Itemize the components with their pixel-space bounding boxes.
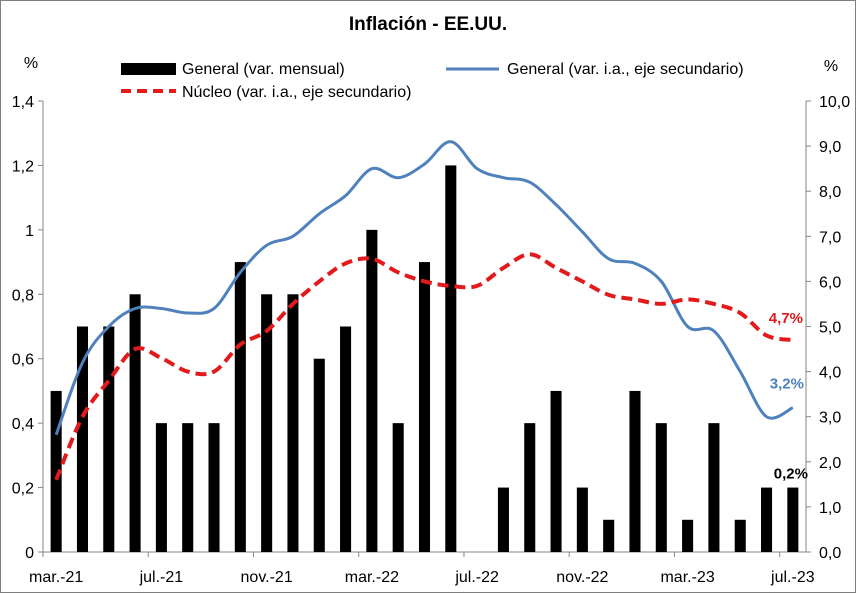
chart-title: Inflación - EE.UU.: [349, 14, 507, 35]
bar-general-mensual: [155, 423, 167, 552]
bar-general-mensual: [682, 519, 694, 552]
right-tick-label: 1,0: [819, 500, 841, 517]
bar-general-mensual: [629, 390, 641, 552]
left-tick-label: 1: [25, 223, 34, 240]
bar-general-mensual: [208, 423, 220, 552]
data-labels: 0,2% 3,2% 4,7%: [769, 310, 808, 483]
bar-general-mensual: [550, 390, 562, 552]
left-tick-label: 0: [25, 545, 34, 562]
bar-general-mensual: [708, 423, 720, 552]
right-tick-label: 3,0: [819, 410, 841, 427]
left-tick-label: 0,6: [12, 352, 34, 369]
x-tick-label: mar.-22: [345, 569, 399, 586]
left-tick-label: 0,2: [12, 481, 34, 498]
x-tick-label: jul.-22: [454, 569, 499, 586]
right-axis-unit: %: [824, 58, 838, 75]
legend-swatch-bar: [121, 63, 176, 75]
left-tick-label: 1,4: [12, 94, 34, 111]
right-tick-label: 2,0: [819, 455, 841, 472]
right-tick-label: 0,0: [819, 545, 841, 562]
line-series: [54, 140, 794, 481]
x-tick-label: mar.-21: [29, 569, 83, 586]
right-tick-label: 10,0: [819, 94, 850, 111]
legend: General (var. mensual) General (var. i.a…: [121, 61, 744, 101]
bar-general-mensual: [418, 262, 431, 552]
bar-general-mensual: [524, 423, 536, 552]
data-label-nucleo: 4,7%: [769, 310, 803, 327]
bar-general-mensual: [603, 519, 615, 552]
bar-general-mensual: [497, 487, 509, 552]
left-tick-label: 1,2: [12, 158, 34, 175]
bar-general-mensual: [129, 294, 141, 552]
left-axis-unit: %: [24, 55, 38, 72]
data-label-general-mensual: 0,2%: [774, 466, 808, 483]
bar-general-mensual: [234, 262, 246, 552]
bar-general-mensual: [734, 519, 746, 552]
bar-general-mensual: [182, 423, 194, 552]
x-tick-label: jul.-21: [139, 569, 184, 586]
right-tick-label: 8,0: [819, 184, 841, 201]
bar-general-mensual: [340, 326, 352, 552]
bar-general-mensual: [366, 229, 378, 552]
x-tick-label: nov.-22: [556, 569, 608, 586]
bar-general-mensual: [761, 487, 773, 552]
x-tick-label: nov.-21: [241, 569, 293, 586]
bar-general-mensual: [787, 487, 799, 552]
right-tick-label: 6,0: [819, 274, 841, 291]
x-tick-label: jul.-23: [770, 569, 815, 586]
bar-general-mensual: [261, 294, 273, 552]
bar-series: [50, 165, 799, 552]
bar-general-mensual: [50, 390, 62, 552]
bar-general-mensual: [576, 487, 588, 552]
right-tick-label: 7,0: [819, 229, 841, 246]
right-tick-label: 9,0: [819, 139, 841, 156]
x-tick-label: mar.-23: [660, 569, 714, 586]
bar-general-mensual: [392, 423, 404, 552]
bar-general-mensual: [103, 326, 115, 552]
bar-general-mensual: [313, 358, 325, 552]
legend-label-nucleo: Núcleo (var. i.a., eje secundario): [182, 84, 411, 101]
bar-general-mensual: [76, 326, 88, 552]
bar-general-mensual: [287, 294, 299, 552]
left-tick-label: 0,4: [12, 416, 34, 433]
data-label-general-ia: 3,2%: [770, 376, 804, 393]
bar-general-mensual: [445, 165, 457, 552]
bar-general-mensual: [655, 423, 667, 552]
right-tick-label: 4,0: [819, 365, 841, 382]
left-tick-label: 0,8: [12, 287, 34, 304]
legend-label-general-mensual: General (var. mensual): [182, 61, 345, 78]
legend-label-general-ia: General (var. i.a., eje secundario): [507, 61, 744, 78]
right-tick-label: 5,0: [819, 320, 841, 337]
axes: 0 0,2 0,4 0,6 0,8 1 1,2 1,4 0,0 1,0 2,0 3,0 4,0 5,0 6,…: [12, 94, 850, 586]
